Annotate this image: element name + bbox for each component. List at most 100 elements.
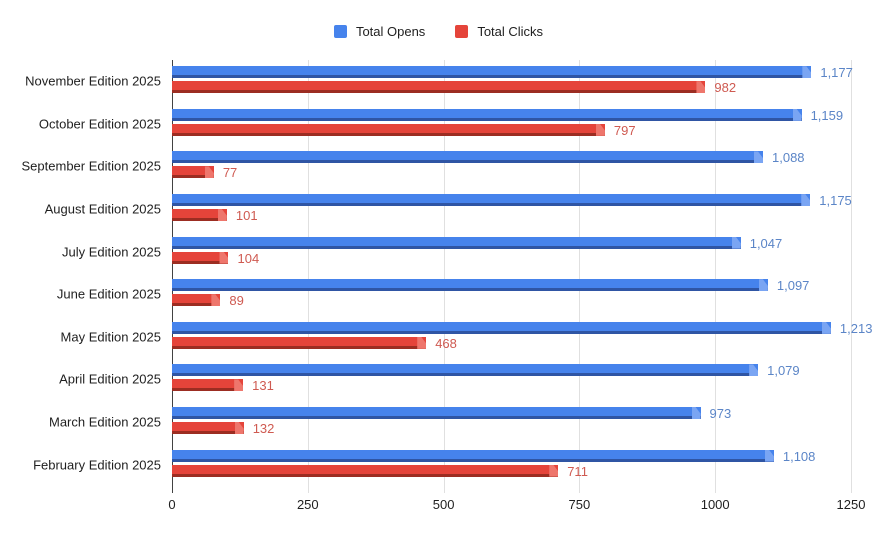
bar-end-bevel xyxy=(758,279,768,292)
bar-group-september-edition-2025: September Edition 2025 1,088 77 xyxy=(22,145,851,188)
bar-end-bevel xyxy=(754,151,763,164)
bar-end-bevel xyxy=(217,209,227,222)
total-opens-bar xyxy=(172,407,701,420)
total-clicks-bar xyxy=(172,464,559,477)
total-clicks-bar xyxy=(172,123,605,136)
category-label: August Edition 2025 xyxy=(44,201,161,217)
bar-row-total-opens: 1,177 xyxy=(172,66,853,81)
total-opens-bar xyxy=(172,364,759,377)
total-opens-value-label: 1,047 xyxy=(749,235,783,251)
total-opens-value-label: 1,079 xyxy=(767,363,800,379)
gridline-1250 xyxy=(851,60,852,493)
gridline-750 xyxy=(579,60,581,493)
gridline-1000 xyxy=(715,60,717,493)
bar-group-february-edition-2025: February Edition 2025 1,108 711 xyxy=(33,443,851,486)
bar-row-total-clicks: 711 xyxy=(172,464,851,480)
total-opens-value-label: 1,108 xyxy=(782,448,816,464)
total-clicks-value-label: 101 xyxy=(235,208,258,224)
bar-group-november-edition-2025: November Edition 2025 1,177 982 xyxy=(25,60,853,103)
bar-end-bevel xyxy=(549,464,559,477)
total-opens-bar xyxy=(172,66,812,79)
legend-label: Total Opens xyxy=(355,24,426,39)
total-opens-bar xyxy=(172,194,811,207)
bar-end-bevel xyxy=(691,407,701,420)
total-clicks-bar xyxy=(172,422,244,435)
bar-row-total-opens: 1,213 xyxy=(172,321,872,337)
total-opens-value-label: 1,159 xyxy=(810,107,844,123)
bar-end-bevel xyxy=(821,321,831,334)
bar-pair: 1,097 89 xyxy=(172,279,851,309)
x-axis-tick-label-250: 250 xyxy=(296,497,319,512)
bar-row-total-clicks: 77 xyxy=(172,166,851,181)
bar-group-april-edition-2025: April Edition 2025 1,079 131 xyxy=(59,358,851,401)
bar-groups: November Edition 2025 1,177 982 October Edi… xyxy=(22,60,873,486)
bar-row-total-clicks: 89 xyxy=(172,294,851,309)
category-label: June Edition 2025 xyxy=(56,286,161,302)
bar-row-total-opens: 973 xyxy=(172,407,851,422)
bar-row-total-opens: 1,088 xyxy=(172,151,851,166)
total-opens-bar xyxy=(172,108,802,121)
bar-row-total-opens: 1,079 xyxy=(172,364,851,379)
bar-pair: 1,175 101 xyxy=(172,193,852,224)
bar-end-bevel xyxy=(802,66,812,79)
x-axis-tick-label-750: 750 xyxy=(568,497,591,512)
plot-area: November Edition 2025 1,177 982 October Edi… xyxy=(22,60,873,493)
total-opens-value-label: 1,175 xyxy=(819,193,852,209)
bar-pair: 1,108 711 xyxy=(172,448,851,480)
bar-group-may-edition-2025: May Edition 2025 1,213 468 xyxy=(61,316,873,359)
total-clicks-value-label: 104 xyxy=(237,250,260,266)
category-label: October Edition 2025 xyxy=(38,116,161,132)
bar-end-bevel xyxy=(417,336,427,349)
total-clicks-value-label: 89 xyxy=(229,293,244,309)
bar-end-bevel xyxy=(696,81,706,94)
bar-group-august-edition-2025: August Edition 2025 1,175 101 xyxy=(45,188,852,231)
legend-swatch-total-opens xyxy=(333,25,347,38)
bar-row-total-clicks: 468 xyxy=(172,336,851,352)
bar-end-bevel xyxy=(211,294,221,307)
bar-group-july-edition-2025: July Edition 2025 1,047 104 xyxy=(62,230,851,273)
total-opens-bar xyxy=(172,449,774,462)
total-clicks-bar xyxy=(172,209,227,222)
x-axis-tick-label-1250: 1250 xyxy=(836,497,866,512)
bar-end-bevel xyxy=(792,108,802,121)
bar-group-march-edition-2025: March Edition 2025 973 132 xyxy=(49,401,851,444)
total-opens-value-label: 973 xyxy=(709,406,732,422)
bar-row-total-opens: 1,047 xyxy=(172,235,851,252)
bar-end-bevel xyxy=(801,194,811,207)
bar-end-bevel xyxy=(219,251,229,264)
bar-row-total-clicks: 132 xyxy=(172,422,851,437)
bar-row-total-opens: 1,159 xyxy=(172,107,851,124)
category-label: July Edition 2025 xyxy=(61,244,161,260)
category-label: May Edition 2025 xyxy=(60,329,161,345)
gridline-500 xyxy=(443,60,445,493)
legend-label: Total Clicks xyxy=(477,24,544,39)
total-opens-bar xyxy=(172,279,768,292)
bar-group-october-edition-2025: October Edition 2025 1,159 797 xyxy=(39,103,851,146)
x-axis-tick-label-1000: 1000 xyxy=(700,497,730,512)
total-clicks-value-label: 131 xyxy=(252,378,274,394)
total-clicks-bar xyxy=(172,336,427,349)
total-clicks-bar xyxy=(172,379,244,392)
bar-row-total-opens: 1,108 xyxy=(172,448,851,465)
bar-end-bevel xyxy=(204,166,214,179)
total-clicks-value-label: 982 xyxy=(714,80,737,96)
total-opens-value-label: 1,097 xyxy=(776,278,810,294)
bar-pair: 1,177 982 xyxy=(172,66,853,96)
bar-row-total-clicks: 797 xyxy=(172,123,851,139)
total-opens-value-label: 1,213 xyxy=(839,320,873,336)
bar-end-bevel xyxy=(234,379,244,392)
total-opens-bar xyxy=(172,236,741,249)
bar-row-total-clicks: 982 xyxy=(172,81,851,96)
bar-group-june-edition-2025: June Edition 2025 1,097 89 xyxy=(57,273,851,316)
total-clicks-value-label: 132 xyxy=(252,421,275,437)
legend-item-total-clicks: Total Clicks xyxy=(455,24,543,39)
bar-end-bevel xyxy=(595,123,605,136)
total-opens-bar xyxy=(172,321,831,334)
total-clicks-bar xyxy=(172,166,214,179)
y-axis-line xyxy=(172,60,173,493)
bar-pair: 1,047 104 xyxy=(172,235,851,267)
total-clicks-bar xyxy=(172,81,706,94)
category-label: September Edition 2025 xyxy=(21,158,161,174)
x-axis-tick-label-0: 0 xyxy=(168,497,176,512)
